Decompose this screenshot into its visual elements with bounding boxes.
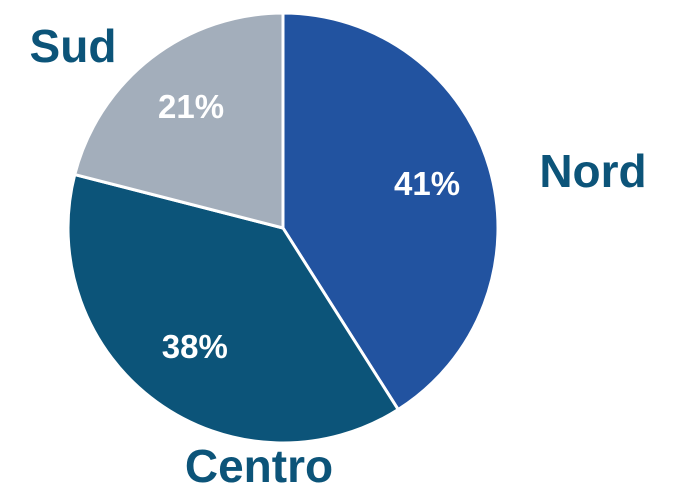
value-label: 41% <box>394 165 460 202</box>
value-label: 38% <box>162 328 228 365</box>
category-label: Centro <box>185 440 333 492</box>
pie-slice <box>73 11 285 230</box>
category-label: Sud <box>30 20 117 72</box>
category-label: Nord <box>539 145 646 197</box>
pie-slice <box>66 173 400 445</box>
value-label: 21% <box>158 88 224 125</box>
